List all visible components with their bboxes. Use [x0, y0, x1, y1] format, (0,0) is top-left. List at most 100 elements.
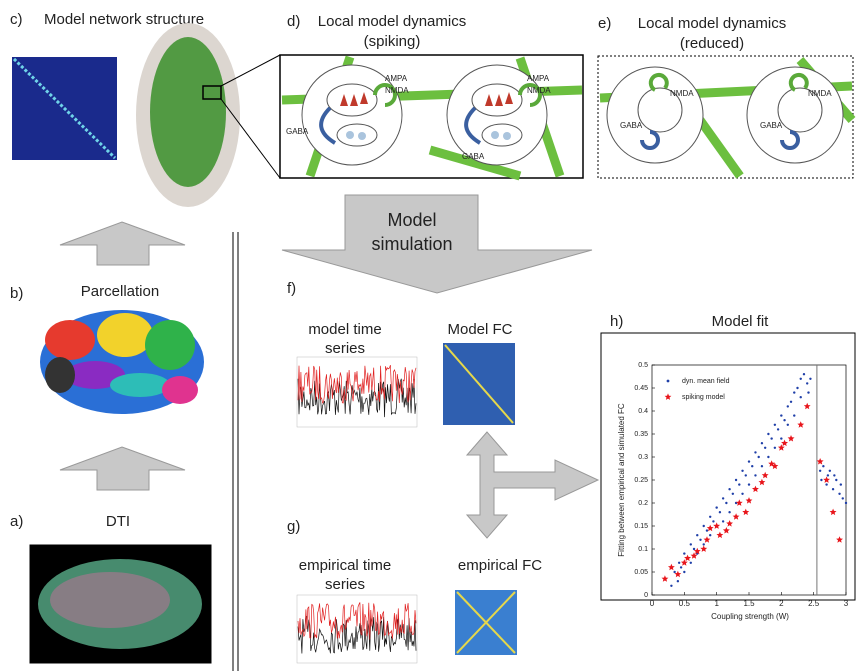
data-point [754, 474, 756, 476]
data-point [722, 497, 724, 499]
data-point [790, 401, 792, 403]
data-point [703, 525, 705, 527]
data-point [767, 456, 769, 458]
data-point [725, 502, 727, 504]
data-point [696, 534, 698, 536]
receptor-label: GABA [760, 121, 783, 130]
legend-label: spiking model [682, 394, 725, 401]
data-point [835, 479, 837, 481]
inhibitory [337, 124, 377, 146]
y-tick-label: 0 [644, 592, 648, 599]
comparison-arrow [467, 432, 598, 538]
data-point [728, 511, 730, 513]
data-point [745, 474, 747, 476]
x-tick-label: 2.5 [808, 599, 820, 608]
data-point [783, 419, 785, 421]
data-point [819, 470, 821, 472]
data-point [774, 447, 776, 449]
data-point [715, 506, 717, 508]
data-point [706, 529, 708, 531]
panel-letter: c) [10, 11, 23, 28]
panel-letter: b) [10, 285, 23, 302]
panel-title: (reduced) [680, 35, 744, 52]
data-point [793, 414, 795, 416]
panel-letter: f) [287, 280, 296, 297]
x-tick-label: 2 [779, 599, 784, 608]
fc-title: Model FC [447, 321, 512, 338]
data-point [761, 465, 763, 467]
data-point [741, 493, 743, 495]
data-point [800, 396, 802, 398]
y-tick-label: 0.45 [634, 385, 648, 392]
data-point [793, 391, 795, 393]
receptor-label: NMDA [808, 89, 832, 98]
data-point [709, 534, 711, 536]
panel-title: Parcellation [81, 283, 159, 300]
data-point [683, 571, 685, 573]
receptor-label: AMPA [385, 74, 408, 83]
y-tick-label: 0.35 [634, 431, 648, 438]
up-arrow [60, 222, 185, 265]
data-point [748, 483, 750, 485]
data-point [680, 566, 682, 568]
data-point [690, 562, 692, 564]
panel-title: Local model dynamics [638, 15, 786, 32]
data-point [845, 502, 847, 504]
figure: c) Model network structure d) Local mode… [0, 0, 856, 671]
data-point [703, 543, 705, 545]
data-point [693, 548, 695, 550]
receptor-label: NMDA [670, 89, 694, 98]
panel-letter: e) [598, 15, 611, 32]
parcellation [40, 310, 204, 414]
inhibitory [482, 124, 522, 146]
legend-marker [667, 380, 670, 383]
data-point [712, 520, 714, 522]
data-point [699, 539, 701, 541]
y-tick-label: 0.15 [634, 523, 648, 530]
x-axis-label: Coupling strength (W) [711, 612, 789, 621]
data-point [820, 479, 822, 481]
data-point [748, 460, 750, 462]
y-tick-label: 0.25 [634, 477, 648, 484]
panel-title: Local model dynamics [318, 13, 466, 30]
data-point [833, 474, 835, 476]
receptor-label: GABA [462, 152, 485, 161]
data-point [803, 373, 805, 375]
data-point [809, 378, 811, 380]
data-point [780, 437, 782, 439]
y-tick-label: 0.4 [638, 408, 648, 415]
arrow-label: simulation [371, 234, 452, 254]
data-point [683, 552, 685, 554]
data-point [838, 493, 840, 495]
panel-title: DTI [106, 513, 130, 530]
data-point [787, 405, 789, 407]
data-point [709, 516, 711, 518]
data-point [767, 433, 769, 435]
up-arrow [60, 447, 185, 490]
data-point [842, 497, 844, 499]
y-tick-label: 0.1 [638, 546, 648, 553]
receptor-label: NMDA [527, 86, 551, 95]
series-title: model time [308, 321, 381, 338]
dti-tracts [50, 572, 170, 628]
series-title: series [325, 340, 365, 357]
x-tick-label: 1 [714, 599, 719, 608]
data-point [738, 483, 740, 485]
data-point [832, 488, 834, 490]
data-point [829, 470, 831, 472]
data-point [728, 488, 730, 490]
y-tick-label: 0.3 [638, 454, 648, 461]
data-point [840, 483, 842, 485]
series-title: empirical time [299, 557, 392, 574]
fc-title: empirical FC [458, 557, 542, 574]
x-tick-label: 1.5 [743, 599, 755, 608]
series-title: series [325, 576, 365, 593]
data-point [822, 465, 824, 467]
panel-title: (spiking) [364, 33, 421, 50]
data-point [754, 451, 756, 453]
data-point [770, 437, 772, 439]
data-point [764, 447, 766, 449]
data-point [758, 456, 760, 458]
data-point [678, 562, 680, 564]
data-point [751, 465, 753, 467]
